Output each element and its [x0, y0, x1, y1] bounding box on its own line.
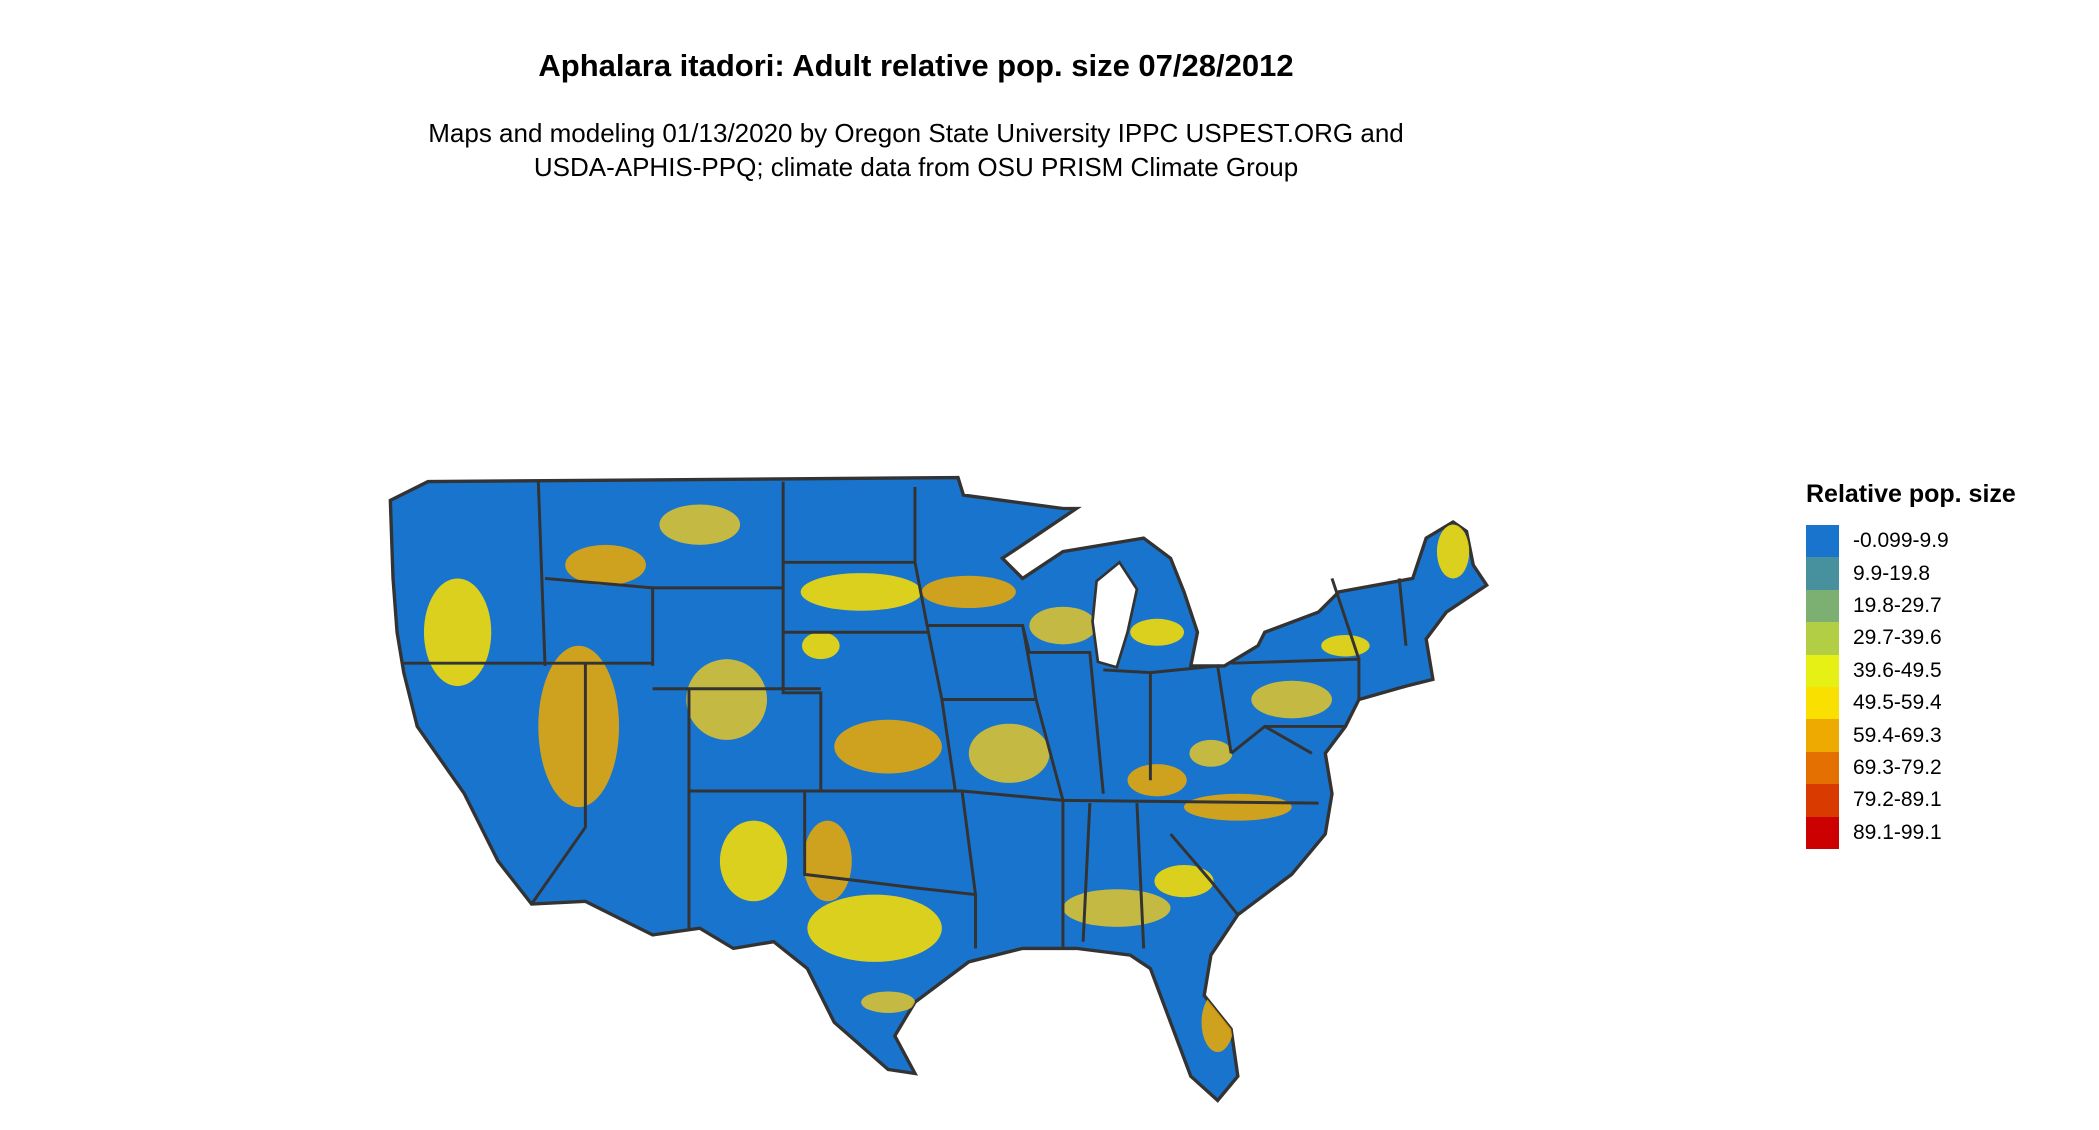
legend-label: 89.1-99.1 [1853, 820, 1942, 844]
state-border [1135, 803, 1146, 949]
hotspot-region [1436, 524, 1470, 579]
legend-item: 59.4-69.3 [1806, 719, 2016, 752]
hotspot-region [801, 632, 840, 660]
map-subtitle-line-1: Maps and modeling 01/13/2020 by Oregon S… [428, 118, 1404, 148]
hotspot-region [1127, 764, 1187, 797]
state-border [960, 790, 977, 949]
state-borders [403, 481, 1408, 949]
legend-swatch [1806, 589, 1839, 623]
state-border [1034, 699, 1065, 801]
hotspot-region [968, 723, 1050, 783]
state-border [1169, 833, 1239, 916]
hotspot-region [834, 719, 942, 774]
hotspot-region [1251, 680, 1332, 719]
hotspot-region [1130, 618, 1185, 646]
state-border [1081, 803, 1092, 942]
state-border [1230, 724, 1313, 755]
legend-item: 29.7-39.6 [1806, 622, 2016, 655]
legend-label: 49.5-59.4 [1853, 691, 1942, 715]
map-title: Aphalara itadori: Adult relative pop. si… [538, 48, 1294, 83]
state-border [913, 562, 957, 792]
state-border [1397, 578, 1408, 646]
legend-swatch [1806, 751, 1839, 785]
legend-swatch [1806, 784, 1839, 817]
legend-item: 69.3-79.2 [1806, 751, 2016, 785]
hotspot-region [1321, 634, 1370, 657]
population-hotspots [423, 504, 1470, 1052]
legend-label: 59.4-69.3 [1853, 723, 1942, 747]
legend-label: 29.7-39.6 [1853, 626, 1942, 650]
lake-michigan [1091, 560, 1139, 669]
state-border [1330, 577, 1361, 660]
hotspot-region [1184, 793, 1292, 821]
legend-label: 9.9-19.8 [1853, 561, 1931, 585]
state-border [1021, 625, 1105, 794]
state-border [536, 481, 547, 666]
legend-label: 19.8-29.7 [1853, 593, 1942, 617]
hotspot-region [1189, 739, 1233, 767]
state-border [928, 624, 1038, 702]
state-border [1150, 664, 1233, 754]
legend-swatch [1806, 557, 1839, 590]
legend-label: -0.099-9.9 [1853, 529, 1949, 553]
hotspot-region [423, 578, 492, 687]
state-border [1062, 798, 1319, 805]
hotspot-region [800, 573, 922, 611]
hotspot-region [719, 820, 788, 902]
hotspot-region [1154, 864, 1214, 898]
legend-swatch [1806, 622, 1839, 655]
legend-label: 39.6-49.5 [1853, 658, 1942, 682]
map-subtitle-line-2: USDA-APHIS-PPQ; climate data from OSU PR… [533, 152, 1299, 182]
legend-item: 19.8-29.7 [1806, 589, 2016, 623]
hotspot-region [1029, 606, 1097, 645]
legend-label: 69.3-79.2 [1853, 755, 1942, 779]
state-border [803, 791, 976, 897]
hotspot-region [565, 544, 646, 586]
hotspot-region [803, 820, 852, 902]
hotspot-region [921, 575, 1016, 609]
state-border [652, 586, 823, 792]
hotspot-region [807, 894, 942, 962]
legend-item: 79.2-89.1 [1806, 784, 2016, 817]
legend-swatch [1806, 816, 1839, 849]
hotspot-region [861, 991, 915, 1013]
hotspot-region [1201, 992, 1234, 1052]
legend: Relative pop. size -0.099-9.9 9.9-19.8 19.… [1806, 480, 2016, 849]
legend-title: Relative pop. size [1806, 480, 2016, 508]
legend-item: 89.1-99.1 [1806, 816, 2016, 849]
us-land-area [388, 475, 1490, 1103]
hotspot-region [659, 504, 741, 545]
legend-item: 39.6-49.5 [1806, 654, 2016, 687]
legend-item: -0.099-9.9 [1806, 525, 2016, 558]
state-border [530, 663, 587, 905]
legend-swatch [1806, 654, 1839, 687]
hotspot-region [1062, 889, 1171, 927]
legend-label: 79.2-89.1 [1853, 788, 1942, 812]
legend-item: 49.5-59.4 [1806, 686, 2016, 720]
legend-swatch [1806, 525, 1839, 558]
hotspot-region [686, 659, 767, 740]
legend-swatch [1806, 719, 1839, 752]
legend-swatch [1806, 686, 1839, 720]
legend-item: 9.9-19.8 [1806, 557, 2016, 590]
hotspot-region [538, 645, 620, 808]
